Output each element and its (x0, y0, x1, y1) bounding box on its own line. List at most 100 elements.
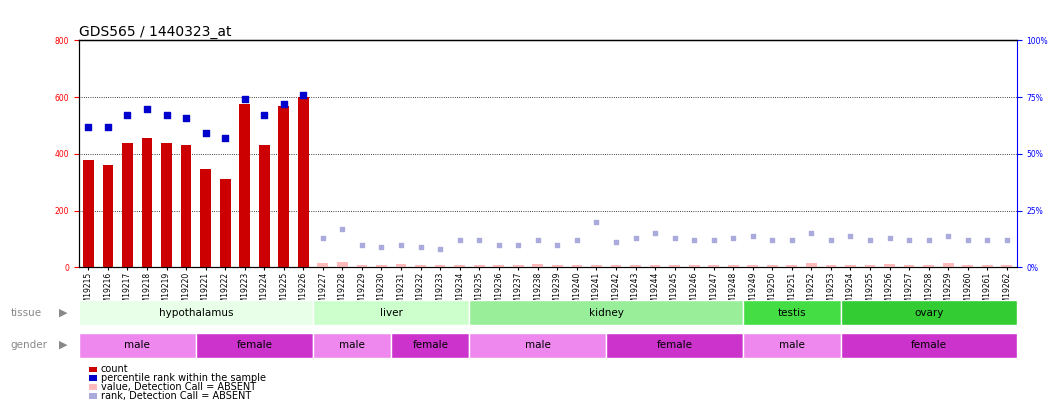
Text: kidney: kidney (589, 308, 624, 318)
Text: rank, Detection Call = ABSENT: rank, Detection Call = ABSENT (101, 391, 250, 401)
Bar (840, 333, 1017, 358)
Bar (396, 264, 407, 267)
Bar (885, 264, 895, 267)
Bar (840, 300, 1017, 326)
Point (393, 241, 410, 248)
Point (217, 135, 234, 141)
Point (119, 112, 136, 119)
Point (667, 234, 683, 241)
Point (881, 234, 898, 241)
Point (900, 237, 917, 243)
Point (178, 114, 195, 121)
Point (334, 226, 351, 232)
Text: female: female (237, 340, 272, 350)
Point (276, 101, 292, 107)
Bar (474, 265, 484, 267)
Bar (670, 265, 680, 267)
Point (432, 246, 449, 252)
Point (568, 237, 585, 243)
Bar (767, 265, 778, 267)
Bar (962, 265, 974, 267)
Bar (512, 265, 524, 267)
Text: female: female (412, 340, 449, 350)
Point (725, 234, 742, 241)
Bar (494, 265, 504, 267)
Bar (356, 265, 367, 267)
Point (100, 124, 116, 130)
Point (529, 237, 546, 243)
Text: female: female (911, 340, 946, 350)
Point (959, 237, 976, 243)
Text: male: male (340, 340, 365, 350)
Bar (786, 265, 798, 267)
Text: tissue: tissue (10, 308, 42, 318)
Text: liver: liver (379, 308, 402, 318)
Point (705, 237, 722, 243)
Bar (630, 265, 641, 267)
Point (843, 232, 859, 239)
Point (236, 96, 253, 103)
Text: testis: testis (778, 308, 806, 318)
Bar (470, 300, 743, 326)
Text: ▶: ▶ (59, 340, 67, 350)
Text: count: count (101, 364, 128, 374)
Bar (415, 265, 425, 267)
Point (314, 234, 331, 241)
Bar (161, 143, 172, 267)
Bar (337, 262, 348, 267)
Bar (298, 97, 309, 267)
Bar (180, 145, 192, 267)
Point (588, 219, 605, 225)
Point (647, 230, 663, 237)
Text: male: male (125, 340, 150, 350)
Point (627, 234, 643, 241)
Point (158, 112, 175, 119)
Bar (313, 300, 470, 326)
Bar (220, 179, 231, 267)
Point (471, 237, 487, 243)
Bar (470, 333, 606, 358)
Bar (83, 160, 93, 267)
Bar (606, 333, 743, 358)
Point (294, 92, 311, 98)
Bar (435, 265, 445, 267)
Bar (239, 104, 250, 267)
Point (823, 237, 839, 243)
Point (412, 244, 429, 250)
Point (608, 239, 625, 245)
Point (685, 237, 702, 243)
Point (784, 237, 801, 243)
Bar (650, 265, 660, 267)
Point (979, 237, 996, 243)
Bar (79, 333, 196, 358)
Bar (313, 333, 391, 358)
Bar (743, 333, 840, 358)
Bar (591, 265, 602, 267)
Bar (532, 264, 543, 267)
Bar (826, 265, 836, 267)
Point (353, 241, 370, 248)
Point (256, 112, 272, 119)
Bar (196, 333, 313, 358)
Text: ▶: ▶ (59, 308, 67, 318)
Bar (708, 265, 719, 267)
Point (764, 237, 781, 243)
Point (80, 124, 96, 130)
Bar (79, 300, 313, 326)
Text: gender: gender (10, 340, 47, 350)
Bar (571, 265, 583, 267)
Bar (200, 169, 211, 267)
Point (940, 232, 957, 239)
Text: GDS565 / 1440323_at: GDS565 / 1440323_at (79, 26, 232, 39)
Point (452, 237, 468, 243)
Bar (391, 333, 470, 358)
Point (861, 237, 878, 243)
Bar (376, 265, 387, 267)
Point (803, 230, 820, 237)
Bar (728, 265, 739, 267)
Text: ovary: ovary (914, 308, 943, 318)
Text: hypothalamus: hypothalamus (158, 308, 233, 318)
Point (920, 237, 937, 243)
Bar (806, 263, 816, 267)
Point (744, 232, 761, 239)
